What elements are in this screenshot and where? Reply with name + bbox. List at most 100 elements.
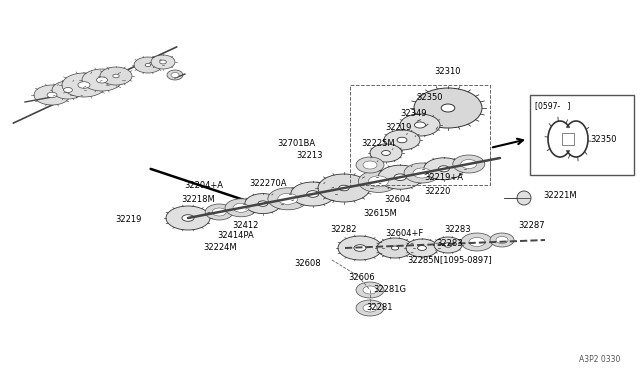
Ellipse shape bbox=[151, 55, 175, 69]
Text: 32283: 32283 bbox=[445, 225, 471, 234]
Bar bbox=[350, 85, 490, 185]
Ellipse shape bbox=[166, 206, 210, 230]
Ellipse shape bbox=[145, 63, 151, 67]
Text: 32218M: 32218M bbox=[181, 196, 215, 205]
Ellipse shape bbox=[245, 193, 281, 214]
Ellipse shape bbox=[356, 282, 384, 298]
Ellipse shape bbox=[414, 88, 482, 128]
Ellipse shape bbox=[406, 239, 438, 257]
Ellipse shape bbox=[394, 174, 406, 180]
Text: 32281G: 32281G bbox=[374, 285, 406, 295]
Ellipse shape bbox=[171, 73, 179, 77]
Text: 32412: 32412 bbox=[232, 221, 258, 230]
Text: 32604+F: 32604+F bbox=[385, 228, 423, 237]
Ellipse shape bbox=[339, 185, 349, 191]
Ellipse shape bbox=[381, 151, 390, 155]
Text: 322270A: 322270A bbox=[249, 179, 287, 187]
Ellipse shape bbox=[113, 74, 119, 78]
Text: [0597-   ]: [0597- ] bbox=[535, 101, 570, 110]
Text: 32287: 32287 bbox=[518, 221, 545, 230]
Ellipse shape bbox=[415, 122, 426, 128]
Text: 32615M: 32615M bbox=[363, 208, 397, 218]
Ellipse shape bbox=[434, 237, 462, 253]
Ellipse shape bbox=[97, 77, 108, 83]
Text: 32281: 32281 bbox=[367, 304, 393, 312]
Text: 32221M: 32221M bbox=[543, 192, 577, 201]
Ellipse shape bbox=[233, 203, 249, 212]
Text: 32220: 32220 bbox=[424, 186, 451, 196]
Bar bbox=[530, 95, 634, 175]
Ellipse shape bbox=[78, 82, 90, 88]
Ellipse shape bbox=[356, 300, 384, 316]
Text: 32213: 32213 bbox=[297, 151, 323, 160]
Ellipse shape bbox=[82, 69, 122, 91]
Text: 32350: 32350 bbox=[590, 135, 616, 144]
Ellipse shape bbox=[62, 73, 106, 97]
Ellipse shape bbox=[258, 201, 268, 206]
Ellipse shape bbox=[444, 243, 452, 247]
Ellipse shape bbox=[268, 188, 308, 210]
Text: 32219: 32219 bbox=[385, 124, 411, 132]
Ellipse shape bbox=[438, 166, 449, 172]
Ellipse shape bbox=[441, 104, 455, 112]
Text: 32349: 32349 bbox=[401, 109, 428, 118]
Text: 32224M: 32224M bbox=[203, 244, 237, 253]
Ellipse shape bbox=[378, 165, 422, 189]
Text: 32701BA: 32701BA bbox=[277, 138, 315, 148]
Ellipse shape bbox=[370, 144, 402, 162]
Ellipse shape bbox=[291, 182, 335, 206]
Ellipse shape bbox=[307, 191, 319, 197]
Ellipse shape bbox=[453, 155, 485, 173]
Ellipse shape bbox=[461, 160, 477, 169]
Text: 32219: 32219 bbox=[115, 215, 141, 224]
Ellipse shape bbox=[363, 161, 377, 169]
Ellipse shape bbox=[63, 87, 72, 93]
Ellipse shape bbox=[47, 92, 57, 98]
Text: 32204+A: 32204+A bbox=[184, 180, 223, 189]
Ellipse shape bbox=[134, 57, 162, 73]
Bar bbox=[562, 133, 574, 145]
Ellipse shape bbox=[469, 237, 485, 247]
Ellipse shape bbox=[369, 176, 388, 187]
Ellipse shape bbox=[400, 114, 440, 136]
Ellipse shape bbox=[278, 193, 298, 204]
Ellipse shape bbox=[167, 70, 183, 80]
Text: 32350: 32350 bbox=[417, 93, 444, 103]
Text: 32225M: 32225M bbox=[361, 138, 395, 148]
Ellipse shape bbox=[34, 85, 70, 105]
Ellipse shape bbox=[397, 137, 407, 143]
Text: 32285N[1095-0897]: 32285N[1095-0897] bbox=[408, 256, 492, 264]
Ellipse shape bbox=[205, 204, 233, 220]
Ellipse shape bbox=[338, 236, 382, 260]
Text: 32282: 32282 bbox=[331, 225, 357, 234]
Ellipse shape bbox=[354, 245, 366, 251]
Ellipse shape bbox=[377, 238, 413, 258]
Ellipse shape bbox=[160, 60, 166, 64]
Ellipse shape bbox=[363, 286, 377, 294]
Text: 32414PA: 32414PA bbox=[218, 231, 254, 240]
Ellipse shape bbox=[496, 237, 508, 244]
Ellipse shape bbox=[358, 170, 398, 192]
Ellipse shape bbox=[52, 81, 84, 99]
Text: 32310: 32310 bbox=[435, 67, 461, 77]
Text: 32219+A: 32219+A bbox=[424, 173, 463, 183]
Ellipse shape bbox=[413, 168, 431, 178]
Ellipse shape bbox=[418, 246, 426, 250]
Ellipse shape bbox=[392, 246, 399, 250]
Ellipse shape bbox=[212, 208, 226, 216]
Ellipse shape bbox=[424, 158, 464, 180]
Text: 32606: 32606 bbox=[349, 273, 375, 282]
Text: A3P2 0330: A3P2 0330 bbox=[579, 356, 620, 365]
Ellipse shape bbox=[461, 233, 493, 251]
Ellipse shape bbox=[225, 199, 257, 217]
Text: 32608: 32608 bbox=[294, 259, 321, 267]
Text: 32604: 32604 bbox=[385, 196, 412, 205]
Ellipse shape bbox=[404, 163, 440, 183]
Ellipse shape bbox=[490, 233, 514, 247]
Ellipse shape bbox=[100, 67, 132, 85]
Text: 32283: 32283 bbox=[436, 240, 463, 248]
Ellipse shape bbox=[318, 174, 370, 202]
Ellipse shape bbox=[384, 130, 420, 150]
Ellipse shape bbox=[182, 215, 194, 221]
Ellipse shape bbox=[356, 157, 384, 173]
